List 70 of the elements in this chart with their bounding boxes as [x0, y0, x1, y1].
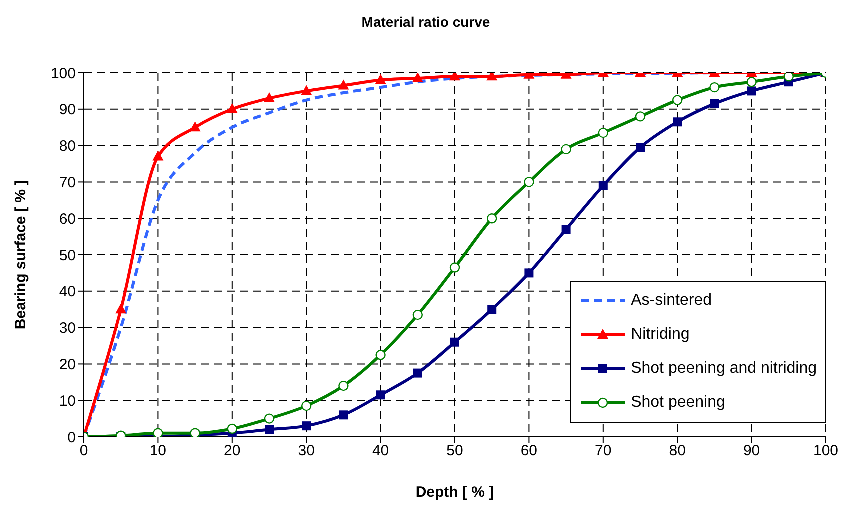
y-tick-label: 100 [50, 65, 76, 82]
y-tick-label: 20 [59, 356, 76, 374]
point [376, 350, 386, 360]
point [673, 118, 682, 127]
x-tick-label: 40 [372, 442, 390, 460]
point [561, 144, 572, 155]
x-tick-label: 30 [298, 442, 315, 460]
point [264, 414, 275, 424]
point [412, 310, 423, 320]
legend-label: As-sintered [631, 292, 712, 310]
x-tick-label: 50 [446, 442, 464, 460]
point [598, 128, 608, 138]
point [264, 92, 275, 102]
point [339, 410, 348, 420]
y-tick-label: 0 [68, 429, 76, 446]
point [488, 305, 497, 314]
point [116, 304, 127, 314]
point [226, 103, 238, 114]
y-tick-label: 80 [59, 138, 76, 156]
point [635, 112, 646, 122]
point [190, 428, 200, 437]
point [227, 424, 238, 434]
point [672, 95, 683, 106]
point [413, 368, 422, 378]
point [302, 400, 312, 412]
point [710, 99, 720, 108]
point [338, 80, 350, 90]
y-tick-label: 50 [59, 247, 76, 264]
x-tick-label: 80 [669, 442, 686, 460]
x-tick-label: 20 [224, 442, 241, 460]
legend-label: Shot peening [631, 394, 726, 412]
point [375, 74, 386, 84]
x-tick-label: 0 [80, 442, 88, 460]
point [338, 380, 349, 392]
point [450, 338, 460, 347]
point [450, 262, 460, 273]
x-axis-title: Depth [ % ] [416, 484, 494, 501]
y-axis-title: Bearing surface [ % ] [12, 180, 30, 330]
point [301, 85, 312, 96]
point [524, 177, 534, 188]
point [153, 428, 164, 437]
y-tick-label: 30 [59, 320, 76, 338]
point [784, 73, 794, 82]
x-tick-label: 70 [595, 442, 612, 460]
legend-label: Shot peening and nitriding [631, 360, 817, 378]
point [636, 143, 645, 152]
legend-label: Nitriding [631, 326, 690, 344]
x-tick-label: 90 [743, 442, 760, 460]
y-tick-label: 60 [59, 210, 76, 228]
point [487, 214, 498, 224]
point [152, 150, 164, 161]
y-tick-label: 10 [59, 392, 76, 410]
point [265, 425, 274, 434]
point [302, 422, 312, 431]
x-tick-label: 60 [520, 442, 538, 460]
point [524, 268, 534, 278]
y-tick-label: 70 [59, 174, 76, 192]
point [598, 181, 608, 190]
point [747, 86, 756, 96]
point [562, 225, 571, 234]
point [376, 390, 386, 400]
x-tick-label: 10 [150, 442, 167, 460]
y-tick-label: 90 [59, 102, 76, 119]
y-tick-label: 40 [59, 284, 76, 301]
point [746, 77, 757, 88]
point [190, 122, 201, 132]
x-tick-label: 100 [813, 442, 839, 460]
chart-title: Material ratio curve [360, 13, 492, 32]
point [710, 82, 720, 93]
point [412, 73, 424, 82]
